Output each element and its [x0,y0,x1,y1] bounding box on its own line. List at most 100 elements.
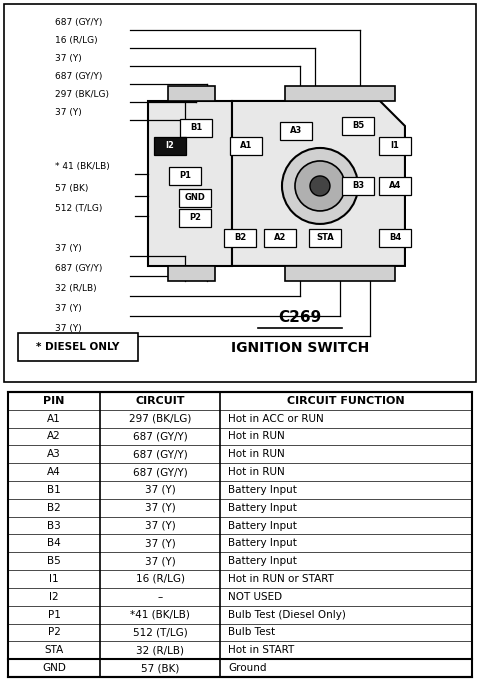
Text: B2: B2 [234,234,246,242]
Text: A4: A4 [389,182,401,191]
Text: A4: A4 [47,467,61,477]
Text: B3: B3 [47,520,61,531]
Text: NOT USED: NOT USED [228,591,282,602]
Bar [280,122,312,140]
Text: A1: A1 [240,141,252,150]
Text: P2: P2 [48,628,60,637]
Text: 37 (Y): 37 (Y) [55,324,82,333]
Text: 37 (Y): 37 (Y) [55,108,82,117]
Text: 687 (GY/Y): 687 (GY/Y) [132,432,187,441]
Circle shape [310,176,330,196]
Text: 16 (R/LG): 16 (R/LG) [135,574,184,584]
Text: PIN: PIN [43,396,65,406]
Text: A3: A3 [290,126,302,135]
Bar [342,177,374,195]
Bar [230,137,262,155]
Bar [179,189,211,207]
Text: A2: A2 [47,432,61,441]
Text: 297 (BK/LG): 297 (BK/LG) [129,414,191,423]
Text: I1: I1 [391,141,399,150]
Bar [309,229,341,247]
Circle shape [295,161,345,211]
Text: CIRCUIT: CIRCUIT [135,396,185,406]
Text: Ground: Ground [228,663,266,673]
Text: Bulb Test (Diesel Only): Bulb Test (Diesel Only) [228,610,346,619]
Bar [342,117,374,135]
Text: A2: A2 [274,234,286,242]
Text: * 41 (BK/LB): * 41 (BK/LB) [55,162,110,171]
Text: Hot in ACC or RUN: Hot in ACC or RUN [228,414,324,423]
Text: B1: B1 [47,485,61,495]
Bar [224,229,256,247]
Text: B5: B5 [352,122,364,130]
Bar [379,177,411,195]
Bar [154,137,186,155]
Text: B1: B1 [190,124,202,133]
Text: 512 (T/LG): 512 (T/LG) [55,204,102,213]
Text: 37 (Y): 37 (Y) [144,556,175,566]
Text: Battery Input: Battery Input [228,503,297,513]
Text: IGNITION SWITCH: IGNITION SWITCH [231,341,369,355]
Text: B2: B2 [47,503,61,513]
Bar [18,333,138,361]
Text: –: – [157,591,163,602]
Text: 687 (GY/Y): 687 (GY/Y) [55,18,102,27]
Bar [264,229,296,247]
Bar [168,266,215,281]
Bar [179,209,211,227]
Bar [169,167,201,185]
Text: Battery Input: Battery Input [228,556,297,566]
Text: 37 (Y): 37 (Y) [144,520,175,531]
Text: 37 (Y): 37 (Y) [144,485,175,495]
Polygon shape [232,101,405,266]
Text: Hot in RUN or START: Hot in RUN or START [228,574,334,584]
Text: I2: I2 [49,591,59,602]
Text: 687 (GY/Y): 687 (GY/Y) [132,467,187,477]
Circle shape [282,148,358,224]
Bar [379,137,411,155]
Text: 57 (BK): 57 (BK) [141,663,179,673]
Text: Battery Input: Battery Input [228,520,297,531]
Text: B5: B5 [47,556,61,566]
Text: Battery Input: Battery Input [228,485,297,495]
Text: 37 (Y): 37 (Y) [55,54,82,63]
Text: Battery Input: Battery Input [228,538,297,548]
Text: Hot in RUN: Hot in RUN [228,449,285,459]
Bar [379,229,411,247]
Text: B4: B4 [389,234,401,242]
Text: P1: P1 [179,171,191,180]
Text: 37 (Y): 37 (Y) [144,503,175,513]
Text: P2: P2 [189,214,201,223]
Text: GND: GND [42,663,66,673]
Text: B4: B4 [47,538,61,548]
Bar [285,86,395,101]
Text: * DIESEL ONLY: * DIESEL ONLY [36,342,120,352]
Text: GND: GND [185,193,205,202]
Text: 37 (Y): 37 (Y) [144,538,175,548]
Text: 297 (BK/LG): 297 (BK/LG) [55,90,109,99]
Text: 16 (R/LG): 16 (R/LG) [55,36,97,45]
Bar [285,266,395,281]
Text: I1: I1 [49,574,59,584]
Text: A3: A3 [47,449,61,459]
Text: 37 (Y): 37 (Y) [55,304,82,313]
Bar [180,119,212,137]
Text: *41 (BK/LB): *41 (BK/LB) [130,610,190,619]
Text: C269: C269 [278,310,322,325]
Text: A1: A1 [47,414,61,423]
Text: 37 (Y): 37 (Y) [55,244,82,253]
Bar [168,86,215,101]
Text: P1: P1 [48,610,60,619]
Text: 687 (GY/Y): 687 (GY/Y) [55,72,102,81]
Text: B3: B3 [352,182,364,191]
Text: STA: STA [316,234,334,242]
Text: 32 (R/LB): 32 (R/LB) [55,284,96,293]
Text: 687 (GY/Y): 687 (GY/Y) [55,264,102,273]
Text: Hot in RUN: Hot in RUN [228,467,285,477]
Text: Hot in RUN: Hot in RUN [228,432,285,441]
Text: CIRCUIT FUNCTION: CIRCUIT FUNCTION [287,396,405,406]
Text: 32 (R/LB): 32 (R/LB) [136,645,184,655]
Text: I2: I2 [166,141,174,150]
Bar [148,101,232,266]
Text: 512 (T/LG): 512 (T/LG) [132,628,187,637]
